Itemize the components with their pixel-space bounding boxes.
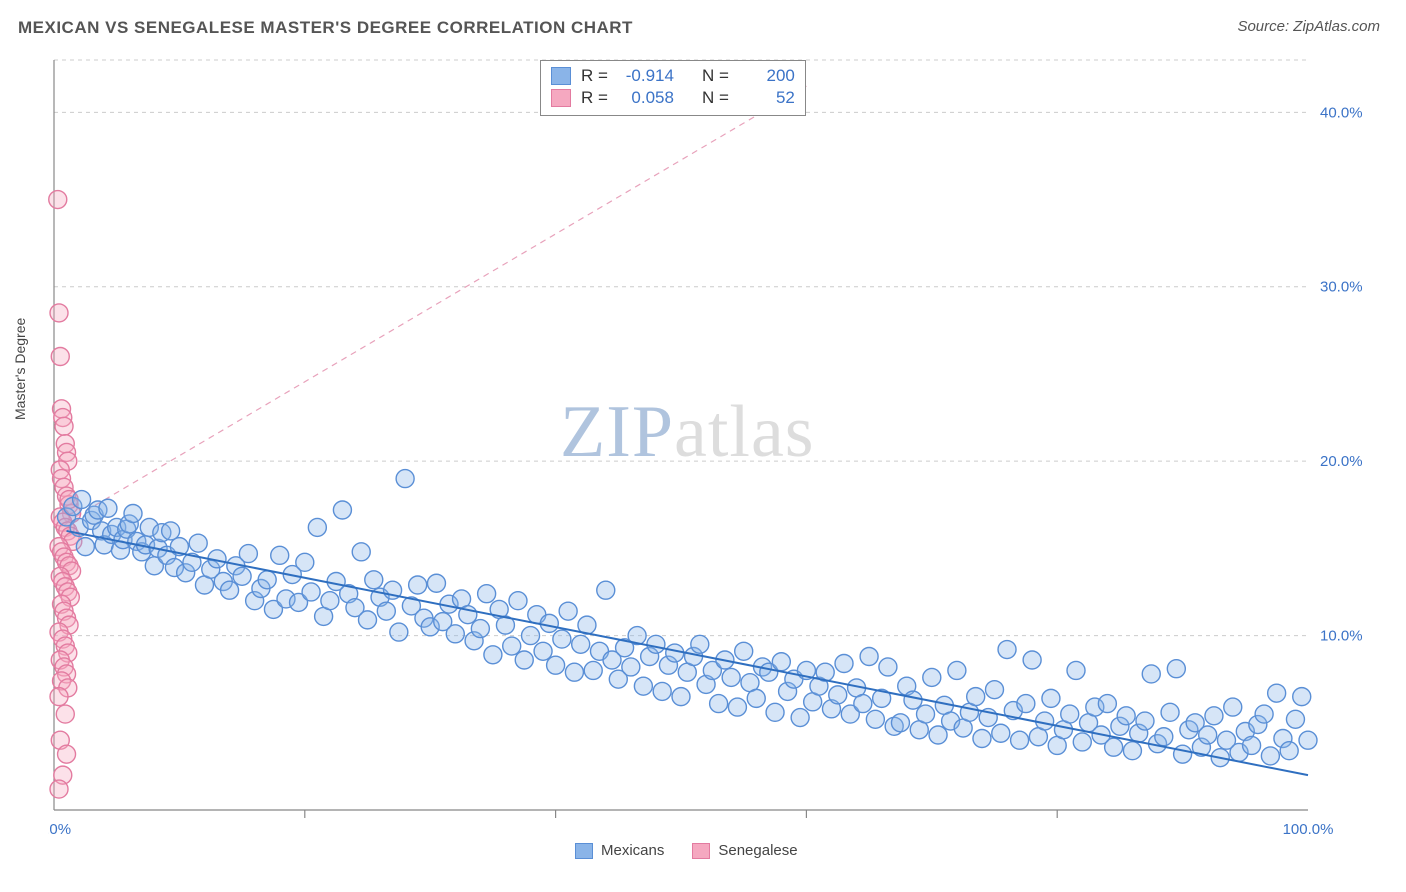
y-axis-label: Master's Degree xyxy=(12,318,28,420)
n-label: N = xyxy=(702,88,729,108)
legend-item-mexicans: Mexicans xyxy=(575,842,664,859)
r-value-mexicans: -0.914 xyxy=(618,66,674,86)
n-label: N = xyxy=(702,66,729,86)
svg-text:30.0%: 30.0% xyxy=(1320,279,1363,296)
swatch-mexicans xyxy=(551,67,571,85)
chart-area: 10.0% 20.0% 30.0% 40.0% 0.0% 100.0% xyxy=(48,50,1388,840)
legend-swatch-senegalese xyxy=(692,843,710,859)
bottom-legend: Mexicans Senegalese xyxy=(575,842,798,859)
svg-text:10.0%: 10.0% xyxy=(1320,628,1363,645)
svg-text:100.0%: 100.0% xyxy=(1283,821,1334,838)
r-label: R = xyxy=(581,66,608,86)
n-value-senegalese: 52 xyxy=(739,88,795,108)
legend-label-senegalese: Senegalese xyxy=(718,842,797,859)
svg-text:20.0%: 20.0% xyxy=(1320,453,1363,470)
stats-row-senegalese: R = 0.058 N = 52 xyxy=(551,87,795,109)
stats-row-mexicans: R = -0.914 N = 200 xyxy=(551,65,795,87)
source-attribution: Source: ZipAtlas.com xyxy=(1237,18,1380,35)
swatch-senegalese xyxy=(551,89,571,107)
r-value-senegalese: 0.058 xyxy=(618,88,674,108)
legend-swatch-mexicans xyxy=(575,843,593,859)
svg-text:0.0%: 0.0% xyxy=(48,821,71,838)
svg-text:40.0%: 40.0% xyxy=(1320,104,1363,121)
scatter-chart-svg: 10.0% 20.0% 30.0% 40.0% 0.0% 100.0% xyxy=(48,50,1388,840)
legend-label-mexicans: Mexicans xyxy=(601,842,664,859)
r-label: R = xyxy=(581,88,608,108)
correlation-stats-box: R = -0.914 N = 200 R = 0.058 N = 52 xyxy=(540,60,806,116)
n-value-mexicans: 200 xyxy=(739,66,795,86)
legend-item-senegalese: Senegalese xyxy=(692,842,797,859)
chart-title: MEXICAN VS SENEGALESE MASTER'S DEGREE CO… xyxy=(18,18,633,38)
